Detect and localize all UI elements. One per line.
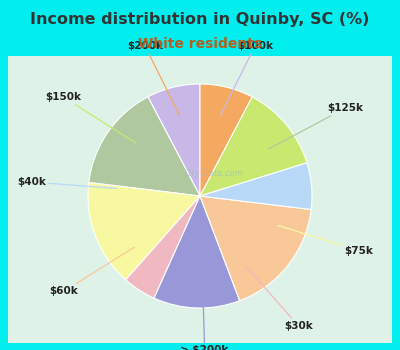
Text: $30k: $30k [246, 266, 313, 331]
Wedge shape [200, 84, 252, 196]
Text: $200k: $200k [127, 41, 180, 115]
Wedge shape [89, 97, 200, 196]
Wedge shape [200, 163, 312, 210]
Wedge shape [88, 182, 200, 280]
Text: $150k: $150k [45, 92, 136, 143]
Text: Income distribution in Quinby, SC (%): Income distribution in Quinby, SC (%) [30, 12, 370, 27]
Wedge shape [126, 196, 200, 298]
Text: $100k: $100k [220, 41, 273, 115]
Text: $75k: $75k [278, 225, 373, 256]
Text: > $200k: > $200k [180, 279, 229, 350]
Text: City-Data.com: City-Data.com [184, 169, 244, 178]
Text: $40k: $40k [17, 177, 117, 189]
Text: $60k: $60k [50, 247, 134, 296]
Wedge shape [200, 97, 307, 196]
Text: $125k: $125k [269, 103, 363, 149]
Text: White residents: White residents [138, 37, 262, 51]
Wedge shape [154, 196, 240, 308]
Wedge shape [200, 196, 311, 301]
Wedge shape [148, 84, 200, 196]
